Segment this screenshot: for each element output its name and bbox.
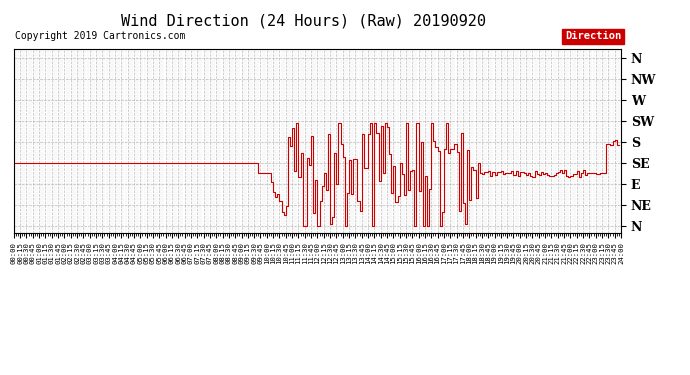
- Text: Copyright 2019 Cartronics.com: Copyright 2019 Cartronics.com: [15, 32, 186, 41]
- Text: Wind Direction (24 Hours) (Raw) 20190920: Wind Direction (24 Hours) (Raw) 20190920: [121, 13, 486, 28]
- Text: Direction: Direction: [564, 32, 621, 41]
